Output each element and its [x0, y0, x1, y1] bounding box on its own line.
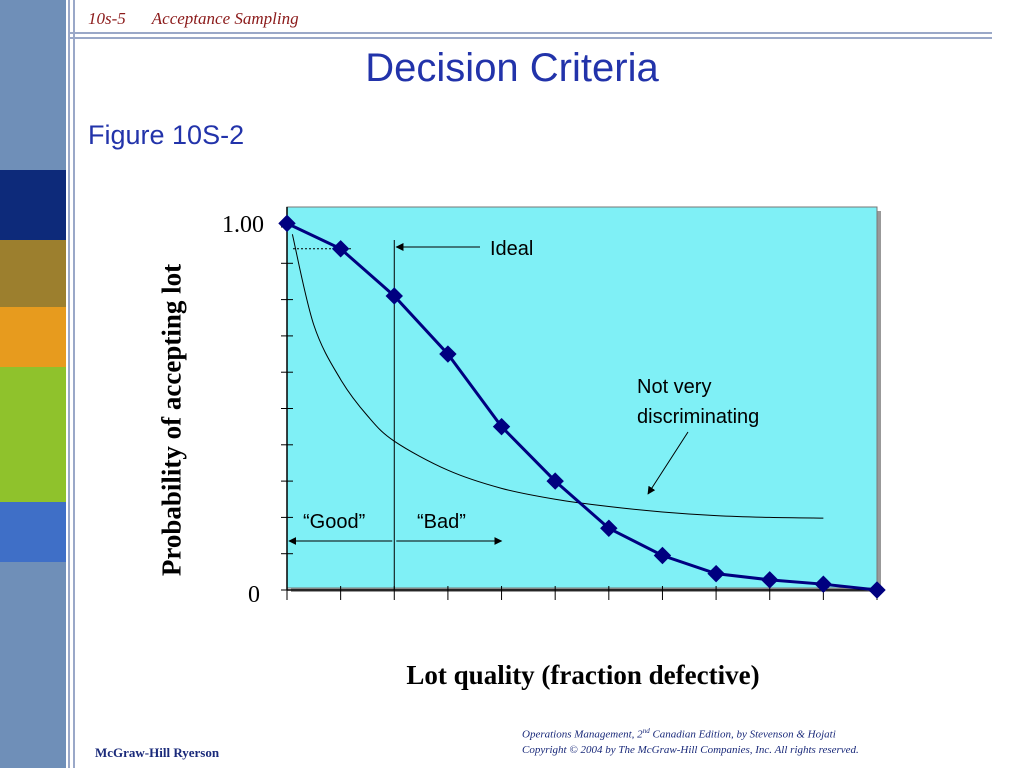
x-axis-label: Lot quality (fraction defective): [406, 660, 760, 690]
not-very-discriminating-line2: discriminating: [637, 406, 760, 428]
sidebar-block-green: [0, 367, 66, 502]
y-tick-label-top: 1.00: [222, 212, 264, 238]
slide-title: Decision Criteria: [365, 46, 659, 90]
publisher-label: McGraw-Hill Ryerson: [95, 745, 220, 760]
citation-suffix: Canadian Edition, by Stevenson & Hojati: [649, 728, 836, 741]
frame-line-right: [73, 0, 75, 768]
sidebar-block-orange: [0, 307, 66, 367]
not-very-discriminating-line1: Not very: [637, 376, 712, 398]
data-point: [600, 519, 618, 537]
frame-line-left: [68, 0, 70, 768]
bad-label: “Bad”: [417, 511, 466, 533]
data-point: [761, 571, 779, 589]
data-point: [653, 546, 672, 565]
data-point: [439, 345, 457, 363]
data-point: [707, 564, 725, 583]
oc-curve-markers: [278, 214, 886, 599]
data-point: [278, 214, 296, 233]
chapter-title: Acceptance Sampling: [151, 9, 299, 28]
not-very-discriminating-curve: [291, 234, 824, 519]
data-point: [492, 417, 511, 436]
figure-label: Figure 10S-2: [88, 120, 245, 150]
plot-area: [286, 206, 878, 589]
sidebar-block-blue: [0, 502, 66, 562]
slide-number: 10s-5: [88, 9, 126, 28]
sidebar-block-navy: [0, 170, 66, 240]
oc-curve-line: [286, 222, 878, 592]
not-very-discriminating-arrow: [647, 431, 689, 495]
good-label: “Good”: [303, 511, 366, 533]
data-point: [385, 287, 403, 305]
copyright-line: Copyright © 2004 by The McGraw-Hill Comp…: [522, 743, 859, 756]
y-axis-label: Probability of accepting lot: [156, 263, 187, 577]
citation-sup: nd: [642, 727, 650, 735]
data-point: [546, 472, 564, 490]
citation: Operations Management, 2nd Canadian Edit…: [522, 724, 859, 758]
not-very-discriminating-label: Not very discriminating: [637, 372, 759, 432]
data-point: [868, 581, 886, 599]
citation-line1: Operations Management, 2nd Canadian Edit…: [522, 724, 859, 743]
citation-prefix: Operations Management, 2: [522, 728, 643, 741]
y-tick-label-bottom: 0: [248, 582, 260, 608]
data-point: [814, 575, 833, 593]
data-point: [331, 240, 350, 258]
ideal-label: Ideal: [490, 238, 534, 260]
header-divider-top: [70, 32, 992, 34]
sidebar-block-olive: [0, 240, 66, 307]
header-divider-bottom: [70, 37, 992, 39]
slide-header: 10s-5 Acceptance Sampling: [88, 9, 299, 29]
sidebar-decoration: [0, 0, 66, 768]
